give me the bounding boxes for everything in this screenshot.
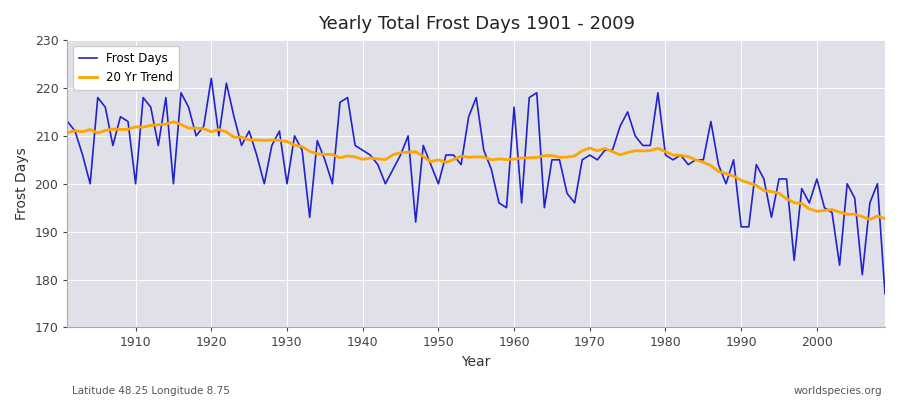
- Frost Days: [342, 95, 353, 100]
- Frost Days: [297, 148, 308, 153]
- 20 Yr Trend: [62, 130, 73, 135]
- Y-axis label: Frost Days: Frost Days: [15, 147, 29, 220]
- Frost Days: [508, 105, 519, 110]
- Line: Frost Days: Frost Days: [68, 78, 885, 294]
- Legend: Frost Days, 20 Yr Trend: Frost Days, 20 Yr Trend: [74, 46, 179, 90]
- 20 Yr Trend: [508, 157, 519, 162]
- Frost Days: [62, 119, 73, 124]
- 20 Yr Trend: [342, 154, 353, 158]
- 20 Yr Trend: [879, 216, 890, 221]
- X-axis label: Year: Year: [462, 355, 490, 369]
- 20 Yr Trend: [168, 119, 179, 124]
- 20 Yr Trend: [517, 156, 527, 160]
- Title: Yearly Total Frost Days 1901 - 2009: Yearly Total Frost Days 1901 - 2009: [318, 15, 634, 33]
- 20 Yr Trend: [297, 144, 308, 149]
- 20 Yr Trend: [865, 217, 876, 222]
- 20 Yr Trend: [608, 149, 618, 154]
- Line: 20 Yr Trend: 20 Yr Trend: [68, 122, 885, 220]
- Frost Days: [122, 119, 133, 124]
- Frost Days: [879, 292, 890, 296]
- 20 Yr Trend: [122, 127, 133, 132]
- Frost Days: [517, 200, 527, 205]
- Frost Days: [206, 76, 217, 81]
- Frost Days: [608, 148, 618, 153]
- Text: Latitude 48.25 Longitude 8.75: Latitude 48.25 Longitude 8.75: [72, 386, 230, 396]
- Text: worldspecies.org: worldspecies.org: [794, 386, 882, 396]
